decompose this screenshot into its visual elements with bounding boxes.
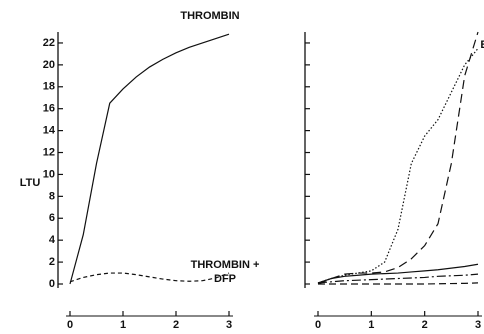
y-axis-label: LTU [20, 177, 41, 189]
x-tick-label: 1 [368, 319, 374, 331]
x-tick-label: 0 [67, 319, 73, 331]
series-line [317, 48, 479, 284]
x-tick-label: 0 [315, 319, 321, 331]
series-line [69, 33, 230, 285]
series-label: E [478, 38, 484, 52]
y-tick-label: 0 [49, 278, 55, 290]
y-tick-label: 22 [43, 37, 55, 49]
x-tick-label: 2 [173, 319, 179, 331]
series-line [317, 273, 479, 284]
y-tick-label: 16 [43, 103, 55, 115]
y-tick-label: 8 [49, 190, 55, 202]
series-line [69, 272, 230, 283]
y-tick-label: 2 [49, 256, 55, 268]
series-label: THROMBIN + DFP [190, 259, 260, 285]
y-tick-label: 10 [43, 168, 55, 180]
series-line [317, 263, 479, 284]
y-tick-label: 20 [43, 59, 55, 71]
x-tick-label: 1 [120, 319, 126, 331]
y-tick-label: 6 [49, 212, 55, 224]
y-tick-label: 18 [43, 81, 55, 93]
series-label: THROMBIN [180, 10, 240, 22]
x-tick-label: 2 [422, 319, 428, 331]
series-line [317, 31, 479, 285]
x-tick-label: 3 [226, 319, 232, 331]
y-tick-label: 14 [43, 125, 56, 137]
series-line [318, 282, 479, 285]
y-tick-label: 12 [43, 146, 55, 158]
y-tick-label: 4 [49, 234, 56, 246]
x-tick-label: 3 [475, 319, 481, 331]
